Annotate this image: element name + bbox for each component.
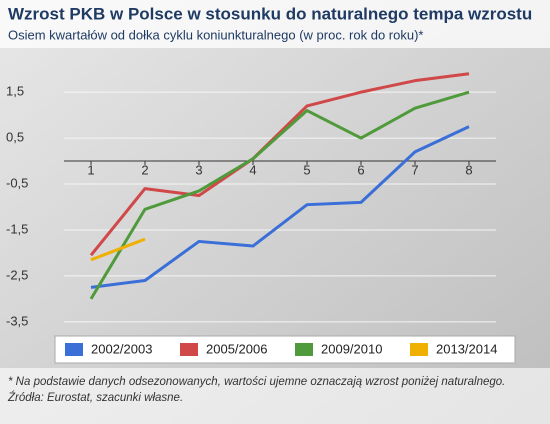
x-tick-label: 1: [87, 162, 94, 177]
series-line: [90, 237, 146, 262]
series-line: [89, 90, 470, 300]
legend-swatch: [65, 343, 83, 356]
legend-swatch: [180, 343, 198, 356]
y-tick-label: 1,5: [6, 84, 24, 99]
footer-band: [0, 368, 550, 424]
x-tick-label: 5: [303, 162, 310, 177]
legend-label: 2009/2010: [321, 341, 382, 356]
x-tick-label: 6: [357, 162, 364, 177]
series-line: [90, 125, 470, 289]
legend-label: 2002/2003: [91, 341, 152, 356]
legend-label: 2005/2006: [206, 341, 267, 356]
y-tick-label: 0,5: [6, 130, 24, 145]
y-tick-label: -2,5: [6, 267, 28, 282]
legend-swatch: [410, 343, 428, 356]
source: Źródła: Eurostat, szacunki własne.: [7, 391, 183, 404]
x-tick-label: 7: [411, 162, 418, 177]
header-band: [0, 0, 550, 48]
legend-box: [54, 335, 516, 364]
series-line: [89, 72, 470, 257]
legend-label: 2013/2014: [436, 341, 497, 356]
chart-title: Wzrost PKB w Polsce w stosunku do natura…: [8, 4, 532, 23]
legend-swatch: [295, 343, 313, 356]
chart-subtitle: Osiem kwartałów od dołka cyklu koniunktu…: [8, 27, 423, 42]
x-tick-label: 2: [141, 162, 148, 177]
x-tick-label: 4: [249, 162, 256, 177]
y-tick-label: -3,5: [6, 313, 28, 328]
y-tick-label: -1,5: [6, 221, 28, 236]
footnote: * Na podstawie danych odsezonowanych, wa…: [8, 376, 505, 388]
x-tick-label: 8: [465, 162, 472, 177]
y-tick-label: -0,5: [6, 175, 28, 190]
x-tick-label: 3: [195, 162, 202, 177]
